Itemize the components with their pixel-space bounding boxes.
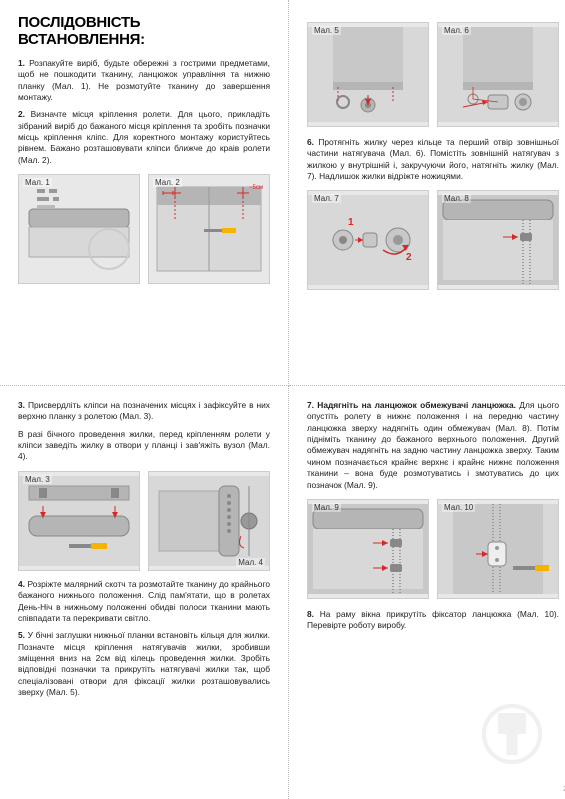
figure-10: Мал. 10 bbox=[437, 499, 559, 599]
page-title: ПОСЛІДОВНІСТЬ ВСТАНОВЛЕННЯ: bbox=[18, 14, 270, 48]
fig-5-label: Мал. 5 bbox=[312, 26, 341, 35]
fig-6-label: Мал. 6 bbox=[442, 26, 471, 35]
fig-10-label: Мал. 10 bbox=[442, 503, 475, 512]
step-7-text: 7. Надягніть на ланцюжок обмежувачі ланц… bbox=[307, 400, 559, 491]
quadrant-bottom-left: 3. Присвердліть кліпси на позначених міс… bbox=[0, 386, 289, 799]
step-2-text: 2. Визначте місця кріплення ролети. Для … bbox=[18, 109, 270, 166]
step-3-text: 3. Присвердліть кліпси на позначених міс… bbox=[18, 400, 270, 423]
svg-text:~5см: ~5см bbox=[249, 185, 263, 191]
figure-5: Мал. 5 bbox=[307, 22, 429, 127]
fig-row-9-10: Мал. 9 Мал. 10 bbox=[307, 499, 559, 599]
figure-2: Мал. 2 ~5см bbox=[148, 174, 270, 284]
svg-text:1: 1 bbox=[348, 217, 354, 228]
figure-8: Мал. 8 bbox=[437, 190, 559, 290]
fig-8-label: Мал. 8 bbox=[442, 194, 471, 203]
step-3b-text: В разі бічного проведення жилки, перед к… bbox=[18, 429, 270, 463]
fig-9-label: Мал. 9 bbox=[312, 503, 341, 512]
watermark-icon bbox=[477, 699, 547, 769]
quadrant-bottom-right: 7. Надягніть на ланцюжок обмежувачі ланц… bbox=[289, 386, 565, 799]
step-4-text: 4. Розріжте малярний скотч та розмотайте… bbox=[18, 579, 270, 624]
fig-row-1-2: Мал. 1 Мал. 2 bbox=[18, 174, 270, 284]
figure-9: Мал. 9 bbox=[307, 499, 429, 599]
fig-row-3-4: Мал. 3 Мал. 4 bbox=[18, 471, 270, 571]
step-5-text: 5. У бічні заглушки нижньої планки встан… bbox=[18, 630, 270, 698]
fig-4-label: Мал. 4 bbox=[236, 558, 265, 567]
fig-7-label: Мал. 7 bbox=[312, 194, 341, 203]
svg-text:2: 2 bbox=[406, 252, 412, 263]
step-6-text: 6. Протягніть жилку через кільце та перш… bbox=[307, 137, 559, 182]
quadrant-top-left: ПОСЛІДОВНІСТЬ ВСТАНОВЛЕННЯ: 1. Розпакуйт… bbox=[0, 0, 289, 386]
fig-2-label: Мал. 2 bbox=[153, 178, 182, 187]
figure-3: Мал. 3 bbox=[18, 471, 140, 571]
step-8-text: 8. На раму вікна прикрутіть фіксатор лан… bbox=[307, 609, 559, 632]
fig-1-label: Мал. 1 bbox=[23, 178, 52, 187]
figure-1: Мал. 1 bbox=[18, 174, 140, 284]
figure-6: Мал. 6 bbox=[437, 22, 559, 127]
figure-4: Мал. 4 bbox=[148, 471, 270, 571]
figure-7: Мал. 7 1 2 bbox=[307, 190, 429, 290]
fig-3-label: Мал. 3 bbox=[23, 475, 52, 484]
quadrant-top-right: Мал. 5 Мал. 6 bbox=[289, 0, 565, 386]
fig-row-7-8: Мал. 7 1 2 Мал. 8 bbox=[307, 190, 559, 290]
fig-row-5-6: Мал. 5 Мал. 6 bbox=[307, 22, 559, 127]
step-1-text: 1. Розпакуйте виріб, будьте обережні з г… bbox=[18, 58, 270, 103]
